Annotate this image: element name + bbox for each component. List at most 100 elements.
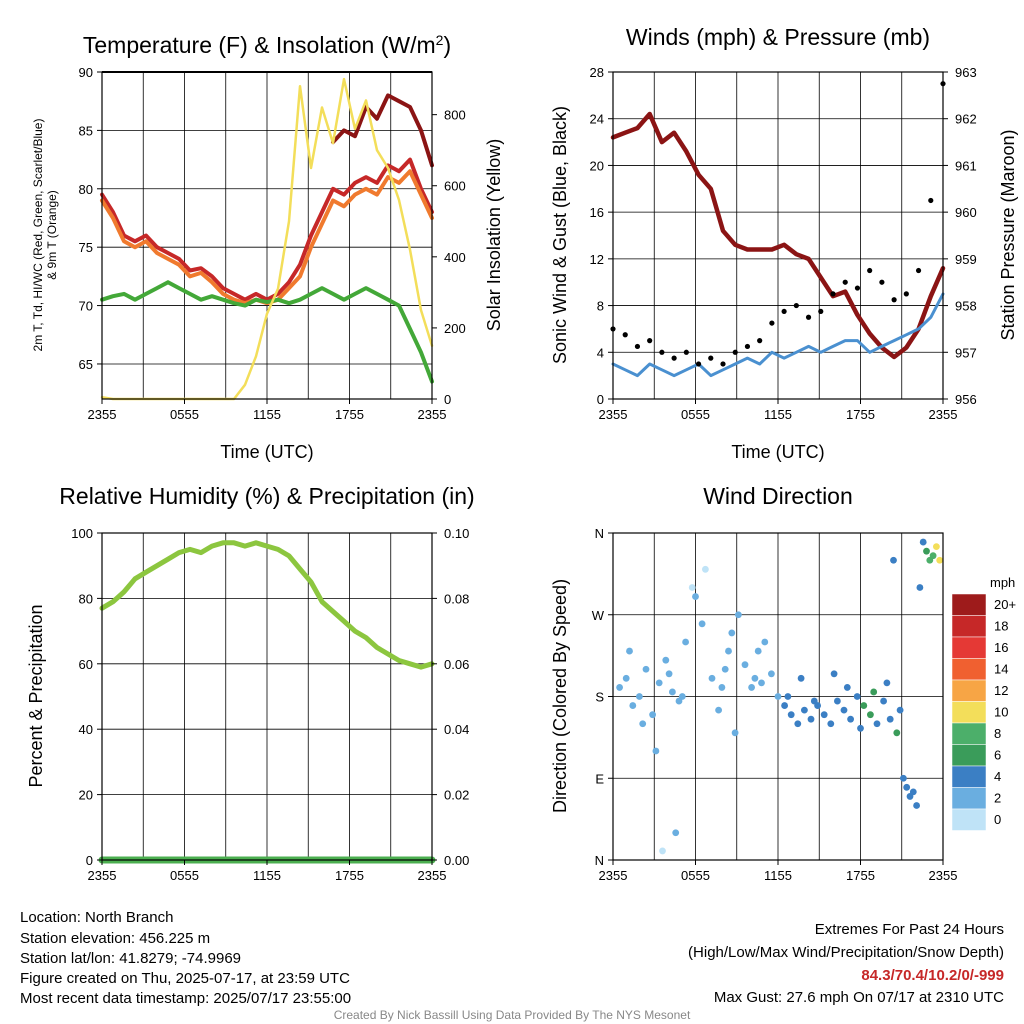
temperature-ylabel-line2: & 9m T (Orange) — [45, 190, 59, 280]
colorbar-swatch — [951, 593, 987, 616]
colorbar-swatch — [951, 808, 987, 831]
y2-tick-label: 957 — [955, 345, 977, 360]
winds-series-2-point — [854, 285, 861, 291]
x-tick-label: 2355 — [418, 407, 447, 422]
direction-point — [916, 584, 924, 591]
colorbar-label: 0 — [994, 812, 1001, 827]
y-tick-label: 65 — [79, 357, 93, 372]
direction-point — [867, 711, 874, 719]
speed-colorbar: mph 20+ 18 16 14 12 10 8 6 4 2 0 — [951, 575, 1016, 831]
y-tick-label: 12 — [590, 252, 604, 267]
winds-series-2-point — [928, 197, 934, 204]
direction-point — [754, 647, 762, 655]
x-tick-label: 1155 — [253, 868, 281, 883]
x-tick-label: 2355 — [88, 407, 117, 422]
y-tick-label: 80 — [79, 591, 93, 606]
y-tick-label: 24 — [590, 112, 604, 127]
direction-point — [721, 665, 729, 673]
winds-series-2-point — [769, 320, 775, 326]
direction-point — [873, 720, 881, 728]
y-tick-label: 0 — [597, 392, 604, 407]
winds-series-2-point — [842, 279, 848, 285]
winds-series-2-point — [622, 332, 628, 338]
winds-series-1 — [611, 292, 945, 378]
winds-series-2-point — [647, 338, 653, 344]
colorbar-swatch — [951, 765, 987, 788]
direction-point — [909, 788, 917, 796]
y-tick-label: 4 — [597, 345, 604, 360]
direction-point — [880, 697, 887, 705]
x-tick-label: 2355 — [929, 868, 958, 883]
max-gust: Max Gust: 27.6 mph On 07/17 at 2310 UTC — [714, 989, 1004, 1006]
direction-point — [787, 711, 795, 719]
direction-point — [741, 661, 749, 669]
y2-tick-label: 0.06 — [444, 657, 469, 672]
winds-series-2-point — [830, 291, 836, 297]
station-location: Location: North Branch — [20, 909, 173, 926]
y2-tick-label: 959 — [955, 252, 977, 267]
y-tick-label: N — [595, 526, 604, 541]
y2-tick-label: 0.00 — [444, 853, 469, 868]
x-tick-label: 1155 — [764, 868, 792, 883]
direction-point — [662, 656, 670, 664]
direction-point — [843, 684, 851, 691]
winds-series-2-point — [879, 279, 885, 285]
direction-point — [649, 711, 656, 719]
direction-point — [728, 629, 736, 637]
colorbar-label: 2 — [994, 791, 1001, 806]
direction-point — [919, 538, 927, 546]
winds-series-2-point — [793, 302, 799, 309]
direction-point — [629, 702, 637, 709]
x-tick-label: 2355 — [418, 868, 447, 883]
y2-tick-label: 956 — [955, 392, 977, 407]
direction-point — [807, 715, 815, 723]
y2-tick-label: 962 — [955, 112, 977, 127]
winds-panel: Winds (mph) & Pressure (mb) 2355 0555 1155… — [550, 24, 1018, 462]
y2-tick-label: 0 — [444, 392, 451, 407]
winds-series-2-point — [867, 267, 873, 274]
direction-ylabel: Direction (Colored By Speed) — [550, 579, 570, 813]
extremes-subtitle: (High/Low/Max Wind/Precipitation/Snow De… — [688, 944, 1004, 961]
winds-series-2-point — [720, 361, 726, 367]
direction-point — [642, 665, 650, 673]
direction-point — [622, 674, 630, 682]
winds-series-2-point — [744, 343, 751, 350]
winds-series-2-point — [915, 267, 922, 274]
colorbar-swatch — [951, 787, 987, 810]
direction-point — [857, 724, 864, 732]
humidity-ylabel: Percent & Precipitation — [26, 604, 46, 787]
colorbar-swatch — [951, 615, 987, 638]
direction-point — [883, 679, 891, 687]
colorbar-swatch — [951, 701, 987, 724]
direction-point — [923, 547, 930, 555]
colorbar-title: mph — [990, 575, 1015, 590]
direction-point — [665, 670, 673, 678]
direction-point — [834, 697, 841, 705]
station-elevation: Station elevation: 456.225 m — [20, 930, 210, 947]
extremes-values: 84.3/70.4/10.2/0/-999 — [861, 967, 1004, 984]
x-tick-label: 1155 — [253, 407, 281, 422]
y2-tick-label: 0.10 — [444, 526, 469, 541]
winds-series-2-point — [683, 349, 689, 355]
winds-series-2-point — [781, 308, 787, 315]
colorbar-label: 10 — [994, 705, 1008, 720]
colorbar-label: 16 — [994, 640, 1008, 655]
x-tick-label: 1755 — [846, 868, 875, 883]
x-tick-label: 0555 — [170, 407, 199, 422]
winds-title: Winds (mph) & Pressure (mb) — [626, 24, 930, 50]
pressure-ylabel: Station Pressure (Maroon) — [998, 129, 1018, 340]
direction-point — [682, 638, 689, 646]
direction-point — [784, 693, 792, 700]
direction-point — [893, 729, 901, 737]
colorbar-swatch — [951, 636, 987, 659]
winds-series-2-point — [634, 343, 641, 350]
y-tick-label: 85 — [79, 123, 93, 138]
winds-series-2-point — [805, 314, 812, 320]
x-tick-label: 1755 — [335, 868, 364, 883]
direction-title: Wind Direction — [703, 483, 853, 509]
colorbar-swatch — [951, 722, 987, 745]
y-tick-label: S — [595, 690, 604, 705]
direction-point — [913, 802, 920, 809]
direction-point — [655, 679, 663, 687]
x-tick-label: 2355 — [929, 407, 958, 422]
